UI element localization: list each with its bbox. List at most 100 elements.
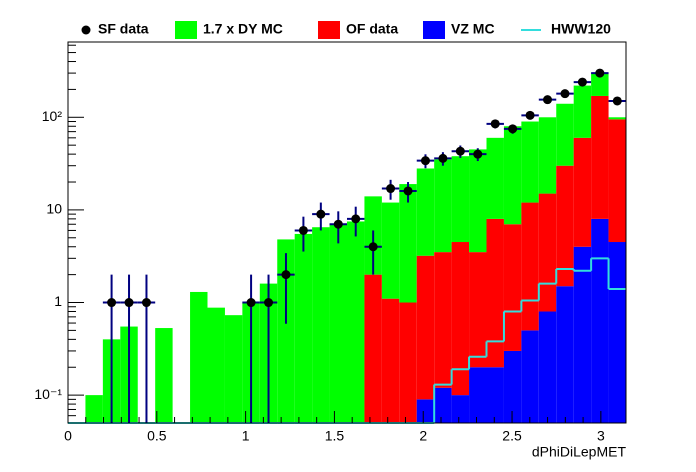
- histogram-bar: [469, 367, 487, 423]
- histogram-bar: [573, 137, 592, 247]
- data-point: [264, 298, 274, 308]
- data-point: [455, 146, 465, 156]
- data-point: [386, 184, 396, 194]
- data-point: [333, 219, 343, 229]
- data-point: [525, 110, 535, 120]
- data-point: [351, 214, 361, 224]
- x-tick-label: 2.5: [502, 428, 522, 444]
- histogram-bar: [416, 399, 435, 423]
- data-point: [577, 77, 587, 87]
- data-point: [473, 149, 483, 159]
- data-point: [420, 156, 430, 166]
- histogram-bar: [538, 193, 557, 312]
- legend-marker: [81, 25, 91, 35]
- histogram-bar: [608, 117, 626, 120]
- data-point: [508, 124, 518, 134]
- x-tick-label: 3: [597, 428, 605, 444]
- histogram-bar: [469, 252, 487, 368]
- legend-label: SF data: [98, 21, 149, 37]
- histogram-bar: [416, 168, 435, 256]
- histogram-bar: [591, 218, 609, 423]
- histogram-bar: [608, 119, 626, 243]
- data-point: [438, 153, 448, 163]
- histogram-bar: [416, 255, 435, 400]
- histogram-bar: [190, 291, 208, 423]
- x-tick-label: 1.5: [325, 428, 345, 444]
- histogram-bar: [434, 252, 452, 388]
- histogram-bar: [486, 137, 504, 219]
- x-tick-label: 0: [64, 428, 72, 444]
- data-point: [368, 242, 378, 252]
- histogram-bar: [347, 221, 365, 423]
- histogram-bar: [207, 307, 225, 423]
- data-point: [543, 95, 553, 105]
- x-axis-label: dPhiDiLepMET: [532, 444, 627, 460]
- legend-swatch: [318, 21, 340, 39]
- histogram-bar: [521, 330, 539, 423]
- histogram-bar: [451, 242, 470, 396]
- histogram-bar: [224, 315, 243, 423]
- histogram-bar: [521, 202, 539, 331]
- histogram-bar: [294, 233, 313, 423]
- y-tick-label: 10⁻¹: [34, 386, 62, 402]
- histogram-bar: [469, 149, 487, 253]
- data-point: [246, 298, 256, 308]
- histogram-bar: [556, 103, 574, 166]
- data-point: [595, 68, 605, 78]
- histogram-bar: [381, 298, 400, 423]
- legend-swatch: [423, 21, 445, 39]
- histogram-bar: [155, 328, 173, 423]
- histogram-bar: [538, 311, 557, 423]
- data-point: [298, 225, 308, 235]
- histogram-bar: [538, 117, 557, 194]
- data-point: [316, 209, 326, 219]
- histogram-bar: [521, 121, 539, 203]
- histogram-bar: [556, 286, 574, 423]
- histogram-bar: [434, 159, 452, 253]
- histogram-bar: [399, 302, 417, 423]
- data-point: [124, 298, 134, 308]
- x-tick-label: 2: [419, 428, 427, 444]
- histogram-bar: [573, 85, 592, 138]
- histogram-bar: [503, 126, 522, 225]
- histogram-bar: [277, 239, 295, 423]
- histogram-bar: [591, 73, 609, 96]
- histogram-bar: [591, 95, 609, 219]
- y-tick-label: 10: [46, 201, 62, 217]
- histogram-bar: [364, 274, 382, 423]
- legend-label: HWW120: [551, 21, 611, 37]
- histogram-bar: [434, 387, 452, 423]
- y-tick-label: 1: [54, 293, 62, 309]
- data-point: [612, 96, 622, 106]
- legend-label: 1.7 x DY MC: [203, 21, 283, 37]
- histogram-bar: [399, 184, 417, 303]
- legend-label: VZ MC: [451, 21, 495, 37]
- x-tick-label: 1: [242, 428, 250, 444]
- plot-area: [68, 68, 626, 424]
- histogram-bar: [503, 350, 522, 423]
- y-tick-label: 10²: [42, 108, 63, 124]
- data-point: [141, 298, 151, 308]
- histogram-bar: [503, 224, 522, 351]
- data-point: [107, 298, 117, 308]
- data-point: [560, 89, 570, 99]
- histogram-bar: [451, 395, 470, 423]
- legend-label: OF data: [346, 21, 398, 37]
- histogram-bar: [312, 227, 330, 423]
- histogram-bar: [85, 395, 103, 423]
- histogram-bar: [451, 156, 470, 243]
- histogram-bar: [608, 242, 626, 423]
- histogram-bar: [486, 367, 504, 423]
- histogram-bar: [381, 202, 400, 299]
- histogram-bar: [486, 218, 504, 368]
- histogram-bar: [573, 246, 592, 423]
- data-point: [490, 119, 500, 129]
- histogram-bar: [329, 224, 347, 423]
- histogram-bar: [556, 165, 574, 287]
- legend-swatch: [175, 21, 197, 39]
- data-point: [281, 270, 291, 280]
- data-point: [403, 186, 413, 196]
- frame: [67, 41, 627, 424]
- x-tick-label: 0.5: [147, 428, 167, 444]
